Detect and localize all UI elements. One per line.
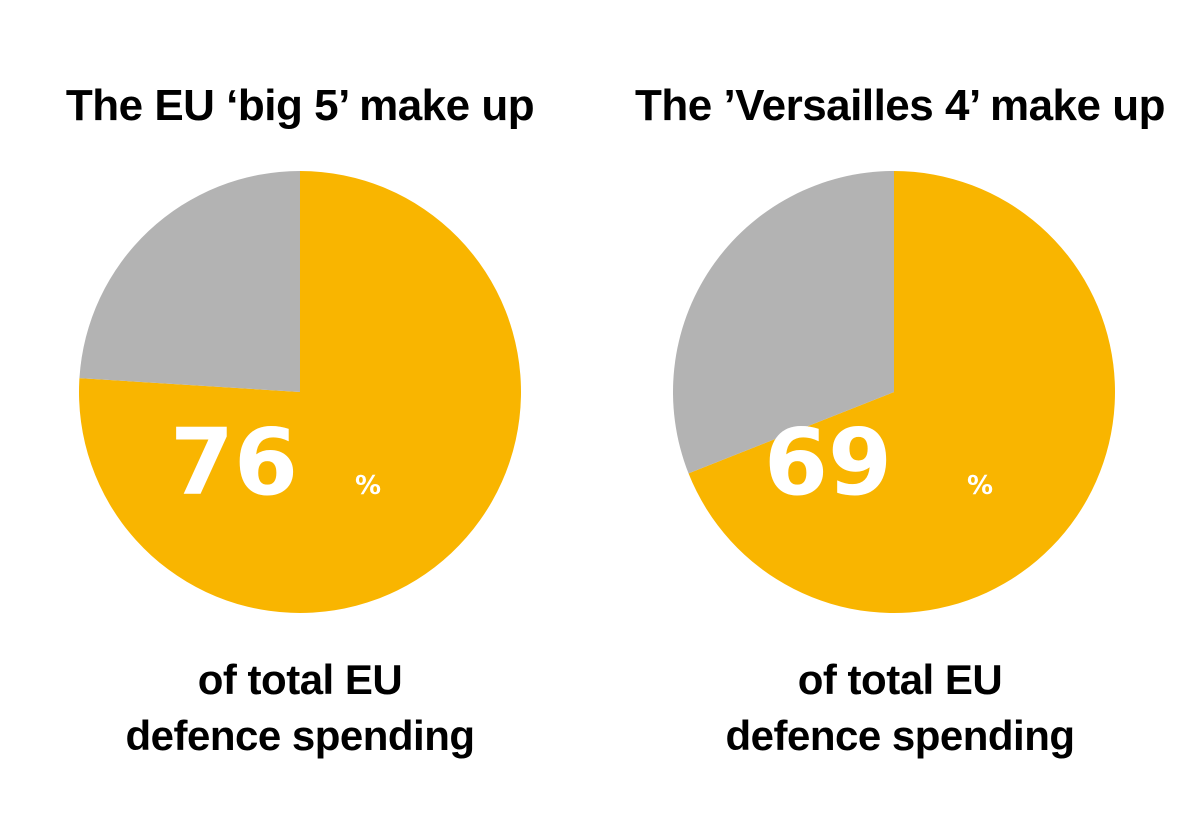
chart-caption: of total EU defence spending xyxy=(600,652,1200,764)
percentage-unit: % xyxy=(967,471,993,501)
caption-line: of total EU xyxy=(797,656,1003,703)
pie-chart-big5: 76 % xyxy=(79,171,521,613)
pie-slice-rest xyxy=(79,171,300,392)
percentage-unit: % xyxy=(355,471,381,501)
caption-line: of total EU xyxy=(197,656,403,703)
caption-line: defence spending xyxy=(125,712,475,759)
pie-slices xyxy=(79,171,521,613)
pie-chart-versailles4: 69 % xyxy=(673,171,1115,614)
chart-title: The ’Versailles 4’ make up xyxy=(635,81,1165,130)
pie-slice-rest xyxy=(673,171,894,474)
chart-panel-versailles4: The ’Versailles 4’ make up 69 % of total… xyxy=(600,0,1200,821)
chart-caption: of total EU defence spending xyxy=(0,652,600,764)
pie-slices xyxy=(673,171,1115,614)
percentage-value: 76 xyxy=(170,409,298,516)
chart-panel-big5: The EU ‘big 5’ make up 76 % of total EU … xyxy=(0,81,600,764)
chart-title: The EU ‘big 5’ make up xyxy=(65,81,535,130)
caption-line: defence spending xyxy=(725,712,1075,759)
pie-slice-share xyxy=(688,171,1115,614)
percentage-value: 69 xyxy=(764,409,892,516)
